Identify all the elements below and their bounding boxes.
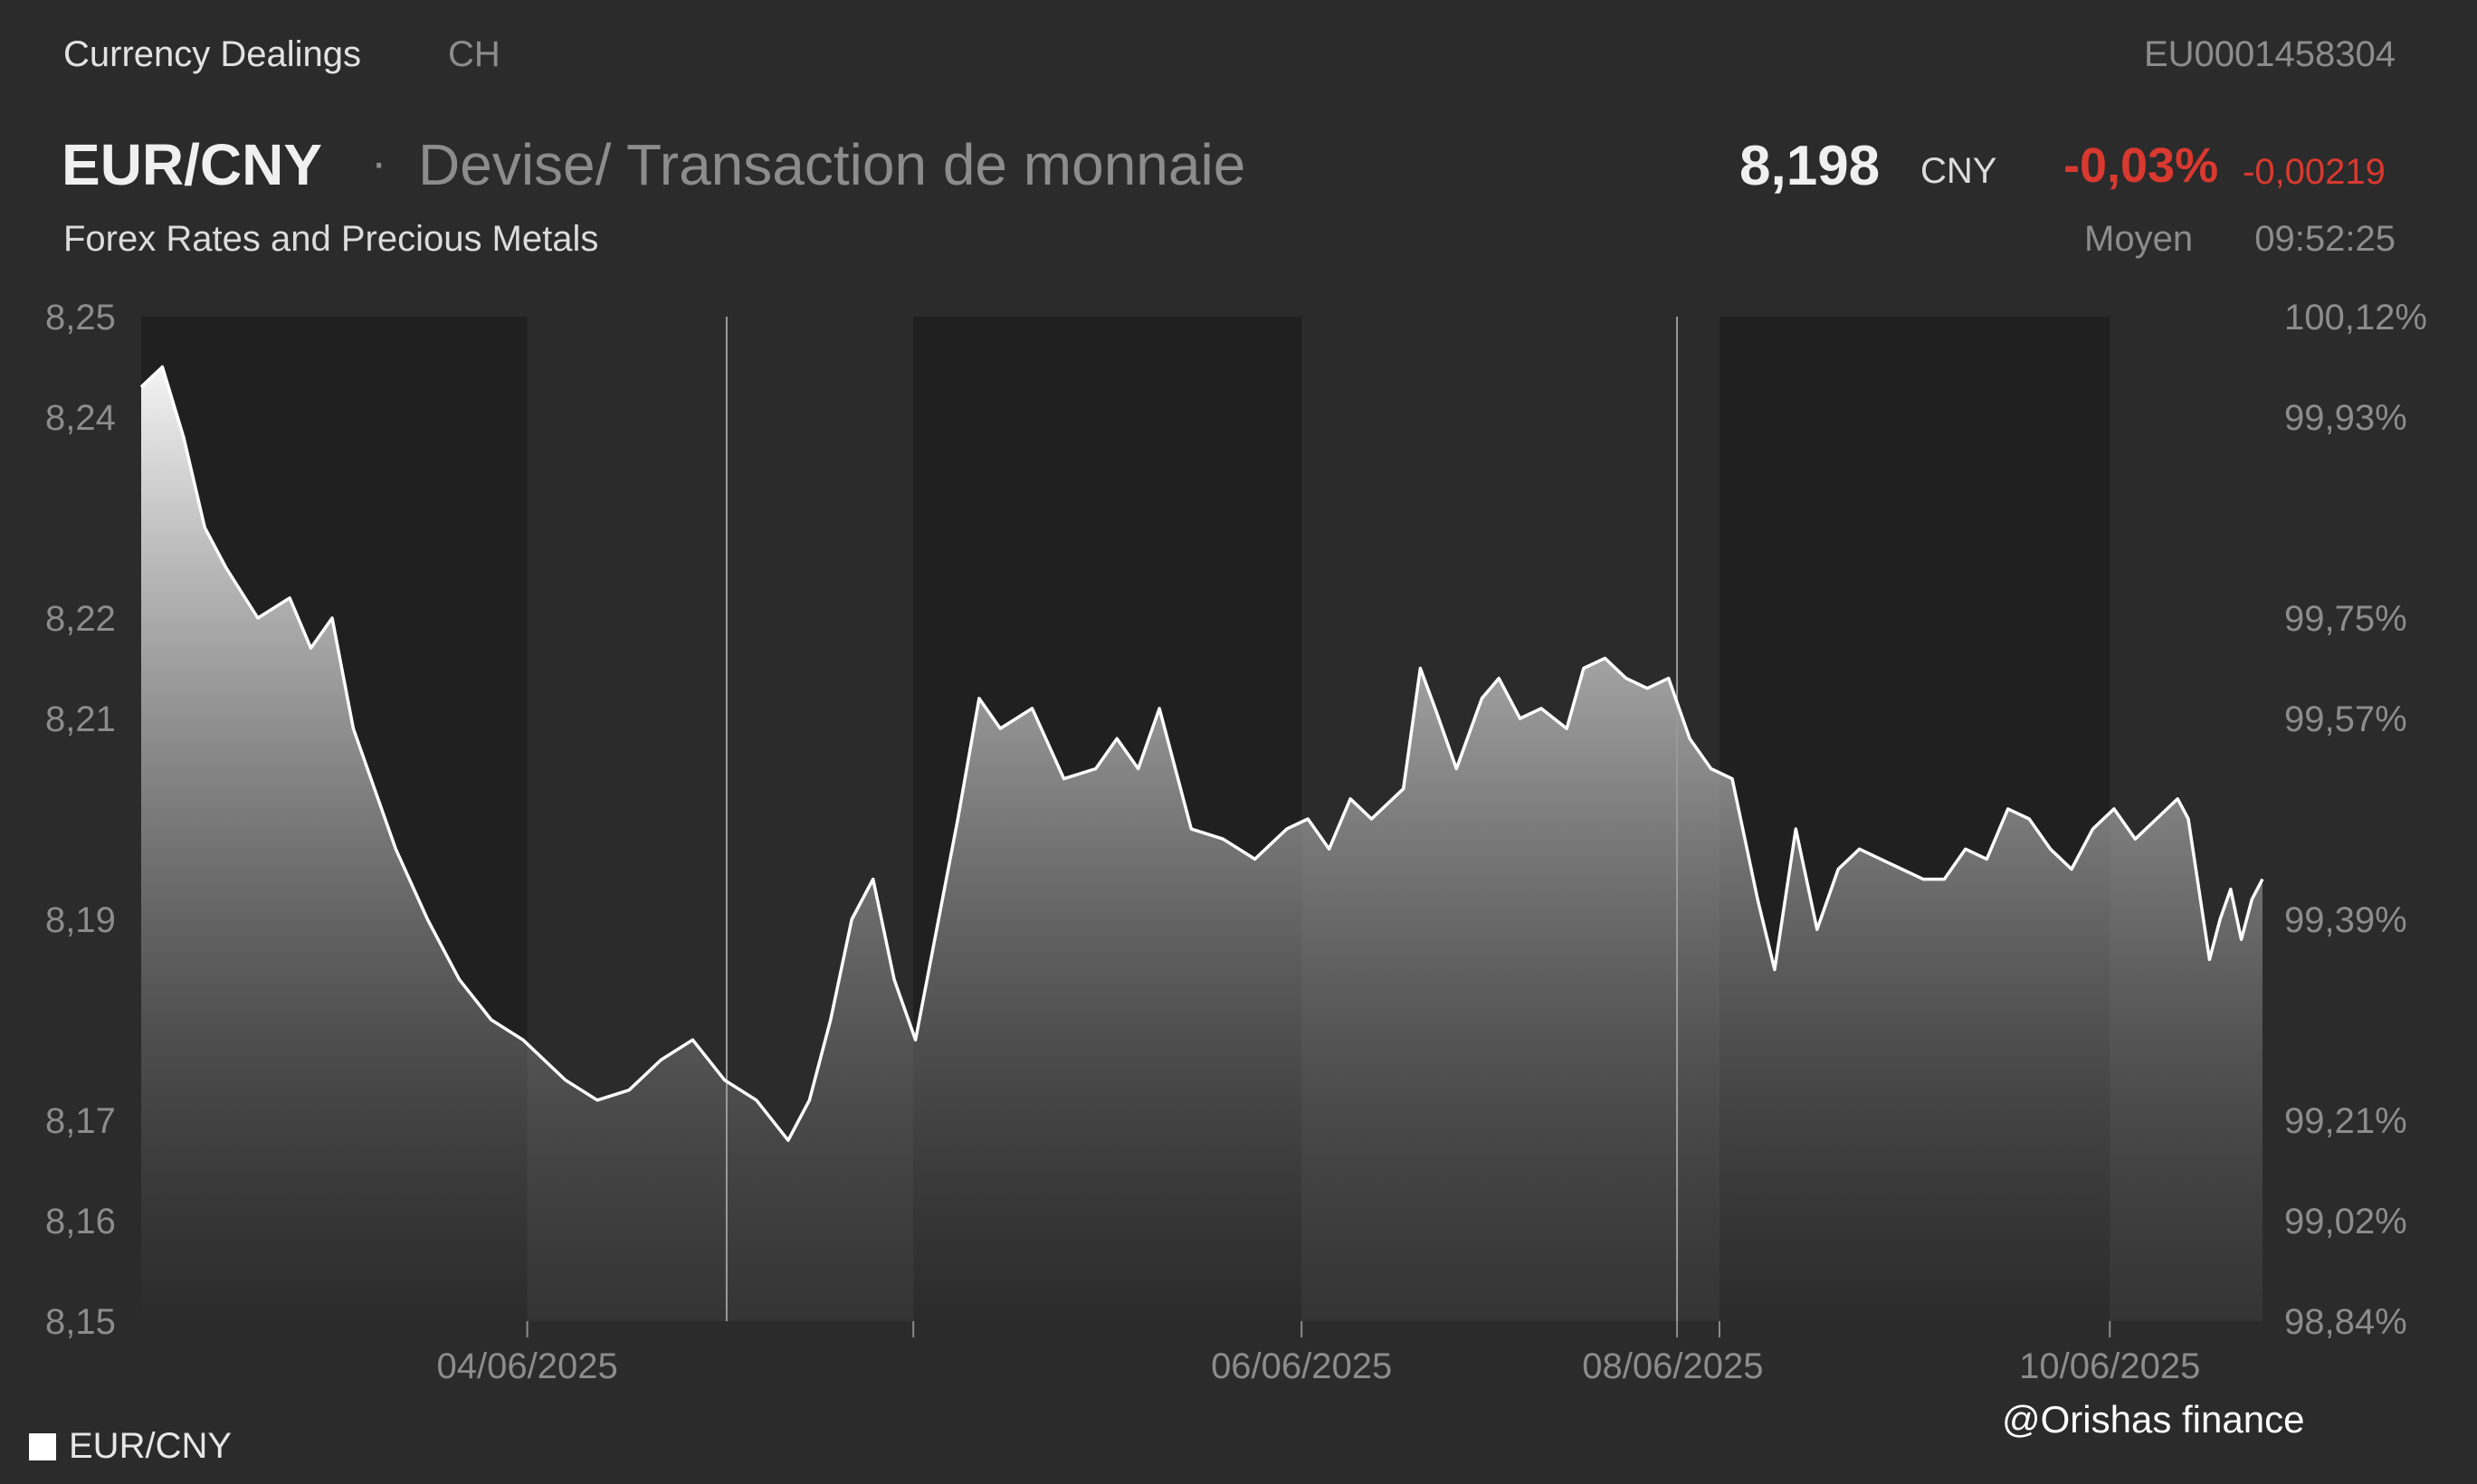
y-axis-right-tick: 99,75% [2284, 599, 2407, 639]
y-axis-left-tick: 8,17 [45, 1101, 116, 1141]
legend-label: EUR/CNY [69, 1426, 233, 1466]
y-axis-left-tick: 8,25 [45, 299, 116, 338]
y-axis-right-tick: 100,12% [2284, 299, 2427, 338]
instrument-type: Devise/ Transaction de monnaie [418, 132, 1246, 197]
country-label: CH [448, 34, 500, 74]
y-axis-right-tick: 99,39% [2284, 900, 2407, 940]
title-separator: · [371, 137, 387, 189]
y-axis-left-tick: 8,22 [45, 599, 116, 639]
change-absolute: -0,00219 [2243, 152, 2386, 192]
x-axis-tick-label: 10/06/2025 [2019, 1346, 2200, 1384]
isin-label: EU0001458304 [2143, 34, 2396, 74]
y-axis-left-tick: 8,15 [45, 1302, 116, 1342]
watermark-credit: @Orishas finance [2002, 1398, 2305, 1441]
y-axis-right-tick: 99,02% [2284, 1202, 2407, 1241]
y-axis-left-tick: 8,24 [45, 398, 116, 438]
chart-legend[interactable]: EUR/CNY [29, 1426, 232, 1467]
y-axis-right-tick: 99,57% [2284, 699, 2407, 739]
y-axis-right-tick: 98,84% [2284, 1302, 2407, 1342]
legend-swatch [29, 1433, 56, 1460]
x-axis-tick-label: 06/06/2025 [1211, 1346, 1392, 1384]
y-axis-left-tick: 8,21 [45, 699, 116, 739]
price-mode: Moyen [2084, 219, 2194, 259]
change-percent: -0,03% [2063, 138, 2219, 193]
price-chart[interactable]: 8,25 8,24 8,22 8,21 8,19 8,17 8,16 8,15 100,12%… [0, 299, 2477, 1384]
x-axis-tick-label: 08/06/2025 [1582, 1346, 1763, 1384]
price-line [139, 365, 2264, 1142]
page-subtitle: Forex Rates and Precious Metals [63, 219, 599, 259]
pair-title: EUR/CNY [62, 132, 323, 197]
y-axis-left-tick: 8,19 [45, 900, 116, 940]
price-currency: CNY [1920, 151, 1997, 191]
last-price: 8,198 [1739, 135, 1881, 197]
price-area-fill [141, 366, 2263, 1321]
quote-time: 09:52:25 [2254, 219, 2396, 259]
y-axis-right-tick: 99,93% [2284, 398, 2407, 438]
y-axis-right-tick: 99,21% [2284, 1101, 2407, 1141]
x-axis-tick-label: 04/06/2025 [437, 1346, 618, 1384]
source-label: Currency Dealings [63, 34, 362, 74]
y-axis-left-tick: 8,16 [45, 1202, 116, 1241]
